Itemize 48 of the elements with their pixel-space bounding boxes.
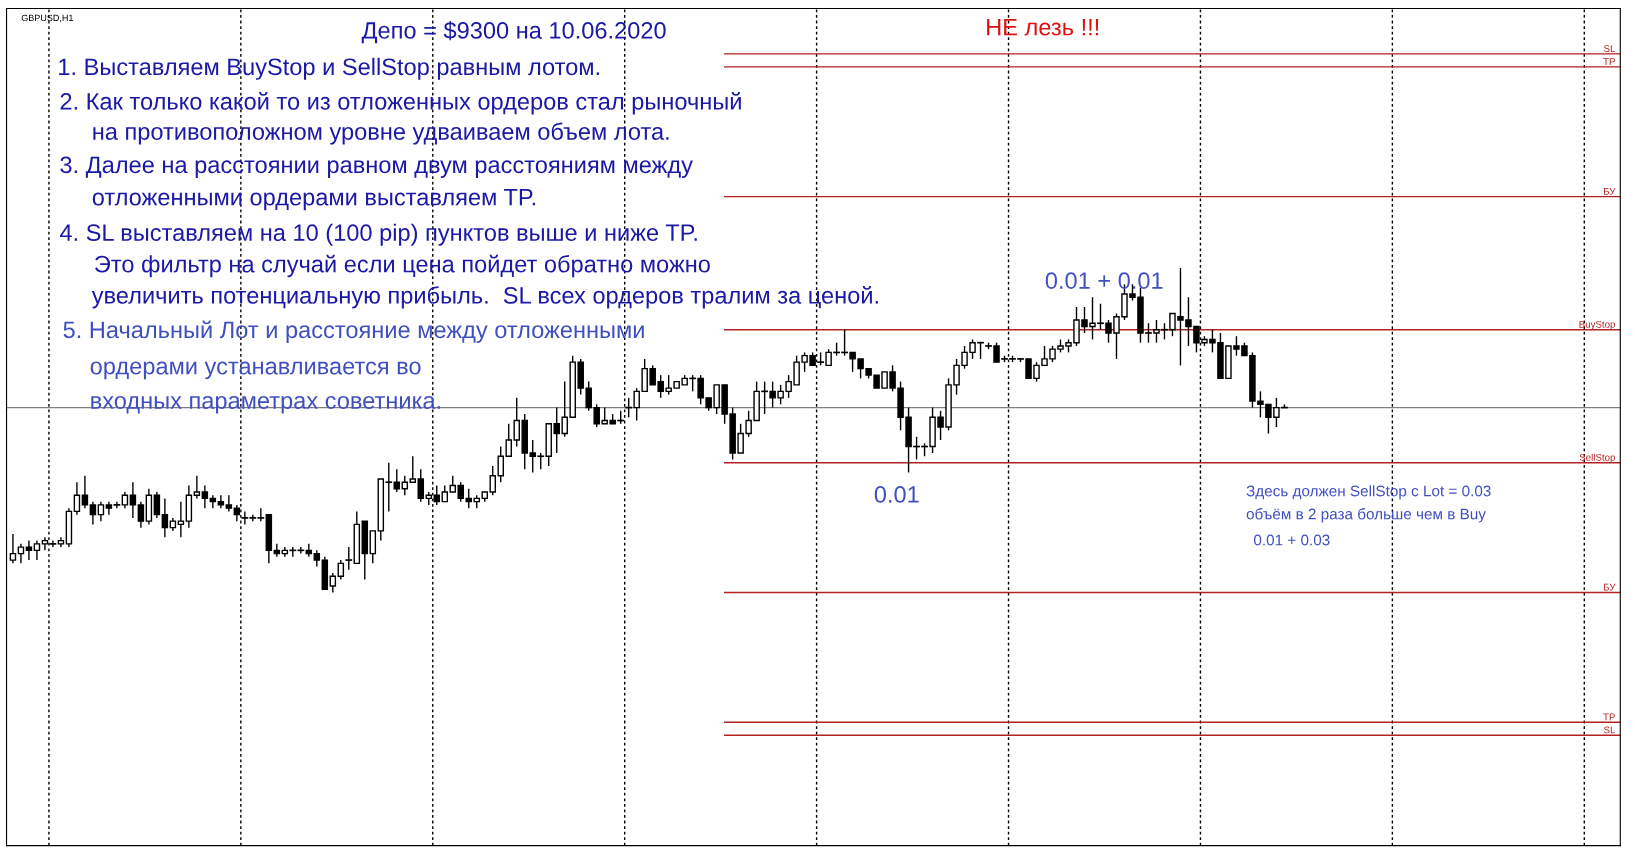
text: отложенными ордерами выставляем TP. xyxy=(92,189,536,211)
candlestick xyxy=(33,539,41,561)
candlestick xyxy=(337,559,345,581)
ref-line-label: БУ xyxy=(1603,187,1616,195)
ref-line-label: БУ xyxy=(1603,583,1616,591)
annotation: объём в 2 раза больше чем в Buy xyxy=(1246,508,1486,523)
candlestick xyxy=(409,455,417,483)
annotation: ордерами устанавливается во xyxy=(90,361,421,380)
annotation: 0.01 + 0.03 xyxy=(1253,534,1330,546)
ref-line-label: BuyStop xyxy=(1579,320,1616,330)
ref-line-label: SellStop xyxy=(1579,453,1616,463)
annotation: 0.01 xyxy=(874,486,919,503)
ref-line-label: SL xyxy=(1603,726,1616,734)
candlestick xyxy=(73,481,81,516)
ref-line-label: TP xyxy=(1603,58,1615,65)
candlestick xyxy=(345,546,353,571)
candlestick xyxy=(17,543,25,565)
annotation: 0.01 + 0.01 xyxy=(1045,272,1163,289)
text: 3. Далее на расстоянии равном двум расстояниям между xyxy=(60,156,693,178)
text: Депо = $9300 на 10.06.2020 xyxy=(361,21,666,44)
candlestick xyxy=(129,481,137,519)
candlestick xyxy=(153,491,161,519)
chart-title: GBPUSD,H1 xyxy=(21,14,73,23)
text: 1. Выставляем BuyStop и SellStop равным лотом. xyxy=(59,57,599,80)
candlestick xyxy=(161,497,169,539)
candlestick xyxy=(225,494,233,513)
candlestick xyxy=(177,500,185,539)
candlestick xyxy=(81,475,89,509)
text: 4. SL выставляем на 10 (100 pip) пунктов выше и ниже TP. xyxy=(59,223,697,246)
candlestick xyxy=(201,484,209,509)
annotation: 5. Начальный Лот и расстояние между отложенными xyxy=(63,320,644,343)
candlestick xyxy=(329,572,337,594)
candlestick xyxy=(369,530,377,565)
annotation: увеличить потенциальную прибыль. SL всех ордеров тралим за ценой. xyxy=(91,286,878,309)
annotation: Здесь должен SellStop с Lot = 0.03 xyxy=(1246,485,1491,500)
annotation: Это фильтр на случай если цена пойдет обратно можно xyxy=(95,254,710,278)
candlestick xyxy=(89,500,97,526)
text: на противоположном уровне удваиваем объем лота. xyxy=(93,122,669,145)
ref-line-label: SL xyxy=(1603,45,1616,52)
candlestick xyxy=(9,533,17,565)
candlestick xyxy=(137,500,145,529)
candlestick xyxy=(97,500,105,522)
text: 2. Как только какой то из отложенных ордеров стал рыночный xyxy=(60,92,741,115)
candlestick xyxy=(417,468,425,503)
ref-line-label: TP xyxy=(1603,713,1615,721)
candlestick xyxy=(193,475,201,500)
text: НЕ лезь !!! xyxy=(987,19,1099,36)
candlestick xyxy=(25,539,33,561)
